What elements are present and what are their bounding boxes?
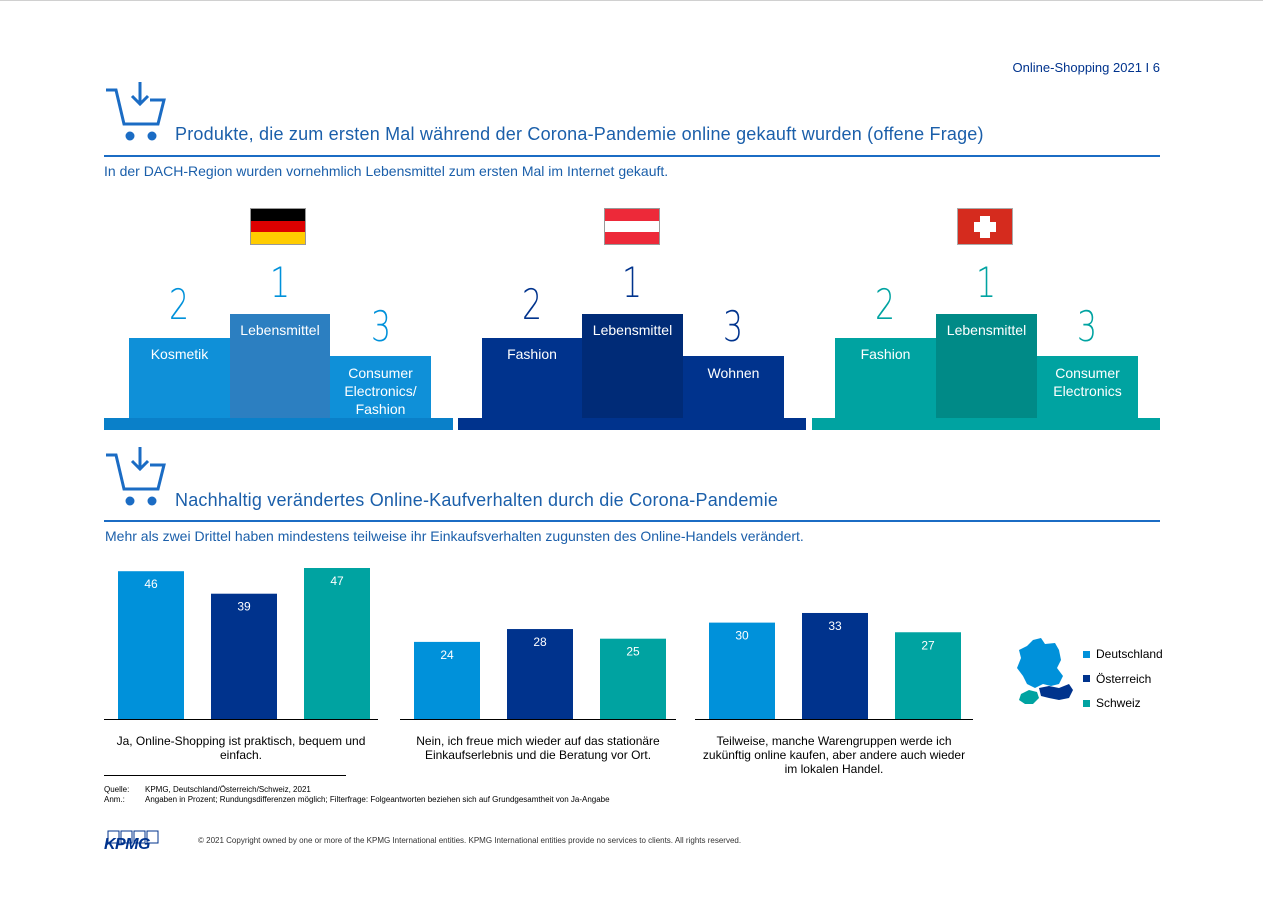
source-line: Quelle: KPMG, Deutschland/Österreich/Schw… bbox=[104, 785, 311, 794]
podium-ch-rank-3: 3 bbox=[1076, 302, 1098, 351]
section-1-title: Produkte, die zum ersten Mal während der… bbox=[175, 124, 984, 144]
bar-value-label: 33 bbox=[828, 619, 842, 633]
flag-austria-icon bbox=[604, 208, 660, 245]
source-key: Quelle: bbox=[104, 785, 130, 794]
podium-ch-rank-2: 2 bbox=[874, 280, 896, 329]
podium-ch-first: Lebensmittel bbox=[936, 314, 1037, 420]
podium-ch-second: Fashion bbox=[835, 338, 936, 420]
page-label: Online-Shopping 2021 I 6 bbox=[1012, 60, 1160, 75]
chart-legend: Deutschland Österreich Schweiz bbox=[1083, 642, 1163, 716]
shopping-cart-icon bbox=[106, 82, 166, 141]
bar-value-label: 47 bbox=[330, 574, 344, 588]
bar-value-label: 27 bbox=[921, 638, 935, 652]
dach-map-icon bbox=[1017, 638, 1073, 704]
category-label-1: Ja, Online-Shopping ist praktisch, beque… bbox=[116, 734, 366, 762]
bar-schweiz-3 bbox=[895, 632, 961, 719]
kpmg-logo-boxes bbox=[107, 830, 159, 844]
bar-value-label: 30 bbox=[735, 629, 749, 643]
section-2-title: Nachhaltig verändertes Online-Kaufverhal… bbox=[175, 490, 779, 510]
bar-value-label: 39 bbox=[237, 600, 251, 614]
category-label-3: Teilweise, manche Warengruppen werde ich… bbox=[702, 734, 966, 776]
podium-at-third: Wohnen bbox=[683, 356, 784, 420]
podium-ch-third: Consumer Electronics bbox=[1037, 356, 1138, 420]
legend-item-schweiz: Schweiz bbox=[1083, 691, 1163, 716]
bar-deutschland-3 bbox=[709, 622, 775, 719]
podium-ch-rank-1: 1 bbox=[975, 258, 997, 307]
legend-item-oesterreich: Österreich bbox=[1083, 667, 1163, 692]
bar-value-label: 46 bbox=[144, 577, 158, 591]
category-label-2: Nein, ich freue mich wieder auf das stat… bbox=[416, 734, 660, 762]
kpmg-logo: KPMG bbox=[104, 836, 151, 853]
flag-germany-icon bbox=[250, 208, 306, 245]
note-line: Anm.: Angaben in Prozent; Rundungsdiffere… bbox=[104, 795, 610, 804]
top-border bbox=[0, 0, 1263, 1]
legend-swatch-oesterreich bbox=[1083, 675, 1090, 683]
bar-value-label: 28 bbox=[533, 635, 547, 649]
note-value: Angaben in Prozent; Rundungsdifferenzen … bbox=[145, 795, 610, 804]
podium-de-third: Consumer Electronics/ Fashion bbox=[330, 356, 431, 420]
podium-de-rank-3: 3 bbox=[370, 302, 392, 351]
legend-label-deutschland: Deutschland bbox=[1096, 647, 1163, 662]
podium-de-rank-1: 1 bbox=[269, 258, 291, 307]
shopping-cart-icon-2 bbox=[106, 447, 166, 506]
source-divider bbox=[104, 775, 346, 776]
podium-de-rank-2: 2 bbox=[168, 280, 190, 329]
bar-schweiz-1 bbox=[304, 568, 370, 719]
bar-chart: 46 39 47 24 28 25 30 33 27 bbox=[104, 568, 973, 720]
bar-value-label: 24 bbox=[440, 648, 454, 662]
section-2-subtitle: Mehr als zwei Drittel haben mindestens t… bbox=[105, 528, 804, 544]
bar-schweiz-2 bbox=[600, 638, 666, 719]
podium-at-first: Lebensmittel bbox=[582, 314, 683, 420]
podium-at-base bbox=[458, 418, 806, 430]
legend-label-schweiz: Schweiz bbox=[1096, 696, 1141, 711]
podium-de-first: Lebensmittel bbox=[230, 314, 330, 420]
legend-label-oesterreich: Österreich bbox=[1096, 671, 1152, 686]
bar-deutschland-2 bbox=[414, 641, 480, 719]
bar-deutschland-1 bbox=[118, 571, 184, 719]
podium-at-rank-3: 3 bbox=[722, 302, 744, 351]
podium-at-second: Fashion bbox=[482, 338, 582, 420]
flag-switzerland-icon bbox=[957, 208, 1013, 245]
podium-ch-base bbox=[812, 418, 1160, 430]
bar-österreich-2 bbox=[507, 629, 573, 719]
source-value: KPMG, Deutschland/Österreich/Schweiz, 20… bbox=[145, 785, 311, 794]
legend-swatch-schweiz bbox=[1083, 699, 1090, 707]
legend-item-deutschland: Deutschland bbox=[1083, 642, 1163, 667]
section-1-subtitle: In der DACH-Region wurden vornehmlich Le… bbox=[104, 163, 669, 179]
podium-at-rank-1: 1 bbox=[621, 258, 643, 307]
copyright-text: © 2021 Copyright owned by one or more of… bbox=[198, 836, 742, 845]
podium-de-base bbox=[104, 418, 453, 430]
bar-value-label: 25 bbox=[626, 645, 640, 659]
podium-at-rank-2: 2 bbox=[521, 280, 543, 329]
legend-swatch-deutschland bbox=[1083, 650, 1090, 658]
note-key: Anm.: bbox=[104, 795, 125, 804]
podium-de-second: Kosmetik bbox=[129, 338, 230, 420]
bar-österreich-1 bbox=[211, 593, 277, 719]
section-2-rule bbox=[104, 520, 1160, 522]
section-1-rule bbox=[104, 155, 1160, 157]
bar-österreich-3 bbox=[802, 612, 868, 719]
